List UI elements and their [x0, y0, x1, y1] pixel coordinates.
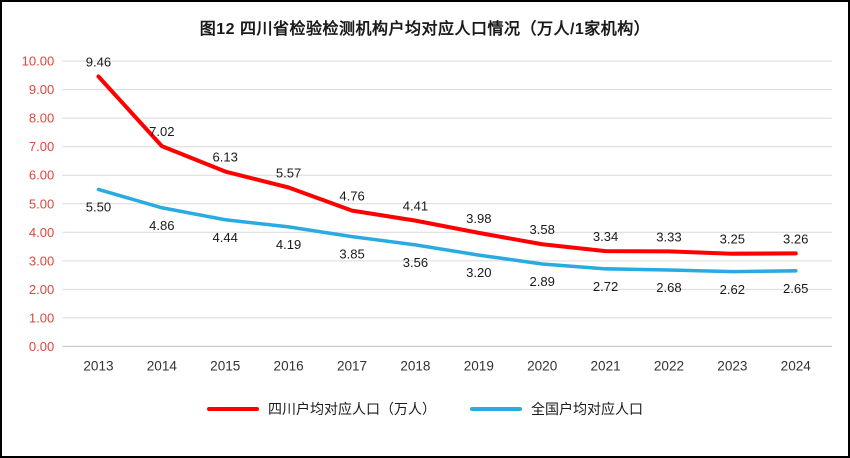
- data-label: 7.02: [149, 124, 174, 139]
- data-label: 5.57: [276, 165, 301, 180]
- y-tick-label: 8.00: [29, 111, 54, 126]
- x-tick-label: 2016: [274, 359, 304, 374]
- data-label: 4.86: [149, 218, 174, 233]
- data-label: 3.33: [656, 229, 681, 244]
- data-label: 6.13: [213, 149, 238, 164]
- data-label: 4.76: [339, 189, 364, 204]
- x-tick-label: 2019: [464, 359, 494, 374]
- y-tick-label: 2.00: [29, 282, 54, 297]
- legend-label-sichuan: 四川户均对应人口（万人）: [268, 400, 436, 417]
- legend-line-national-icon: [470, 406, 522, 411]
- y-tick-label: 10.00: [22, 54, 55, 69]
- legend-item-sichuan: 四川户均对应人口（万人）: [207, 399, 436, 419]
- data-label: 2.65: [783, 281, 808, 296]
- x-tick-label: 2017: [337, 359, 367, 374]
- x-tick-label: 2018: [400, 359, 430, 374]
- data-label: 3.26: [783, 231, 808, 246]
- x-tick-label: 2023: [717, 359, 747, 374]
- data-label: 3.20: [466, 265, 491, 280]
- data-label: 2.62: [720, 282, 745, 297]
- data-label: 2.68: [656, 280, 681, 295]
- y-tick-label: 0.00: [29, 339, 54, 354]
- plot-area: 0.00 1.00 2.00 3.00 4.00 5.00 6.00 7.00 8.00 9.00…: [22, 54, 832, 374]
- y-tick-label: 9.00: [29, 82, 54, 97]
- series-line-0: [96, 74, 798, 256]
- data-label: 4.41: [403, 199, 428, 214]
- data-label: 3.56: [403, 255, 428, 270]
- y-tick-label: 6.00: [29, 168, 54, 183]
- data-label: 4.19: [276, 237, 301, 252]
- y-tick-label: 7.00: [29, 139, 54, 154]
- series-line-1: [96, 187, 798, 274]
- x-tick-label: 2013: [83, 359, 113, 374]
- data-label: 3.85: [339, 247, 364, 262]
- data-label: 4.44: [213, 230, 238, 245]
- y-tick-label: 4.00: [29, 225, 54, 240]
- data-label: 9.46: [86, 54, 111, 69]
- x-tick-label: 2022: [654, 359, 684, 374]
- legend-line-sichuan-icon: [207, 406, 259, 411]
- x-tick-label: 2014: [147, 359, 178, 374]
- legend-label-national: 全国户均对应人口: [531, 400, 643, 417]
- x-tick-label: 2020: [527, 359, 557, 374]
- legend: 四川户均对应人口（万人） 全国户均对应人口: [2, 399, 848, 419]
- data-label: 2.72: [593, 279, 618, 294]
- legend-item-national: 全国户均对应人口: [470, 399, 643, 419]
- y-tick-label: 3.00: [29, 253, 54, 268]
- data-label: 3.34: [593, 229, 618, 244]
- x-tick-label: 2015: [210, 359, 240, 374]
- data-label: 3.58: [529, 222, 554, 237]
- data-label: 3.98: [466, 211, 491, 226]
- data-label: 3.25: [720, 232, 745, 247]
- x-tick-label: 2021: [591, 359, 621, 374]
- x-tick-label: 2024: [781, 359, 812, 374]
- data-label: 2.89: [529, 274, 554, 289]
- data-label: 5.50: [86, 200, 111, 215]
- chart-title: 图12 四川省检验检测机构户均对应人口情况（万人/1家机构）: [199, 21, 651, 38]
- y-tick-label: 5.00: [29, 196, 54, 211]
- y-tick-label: 1.00: [29, 310, 54, 325]
